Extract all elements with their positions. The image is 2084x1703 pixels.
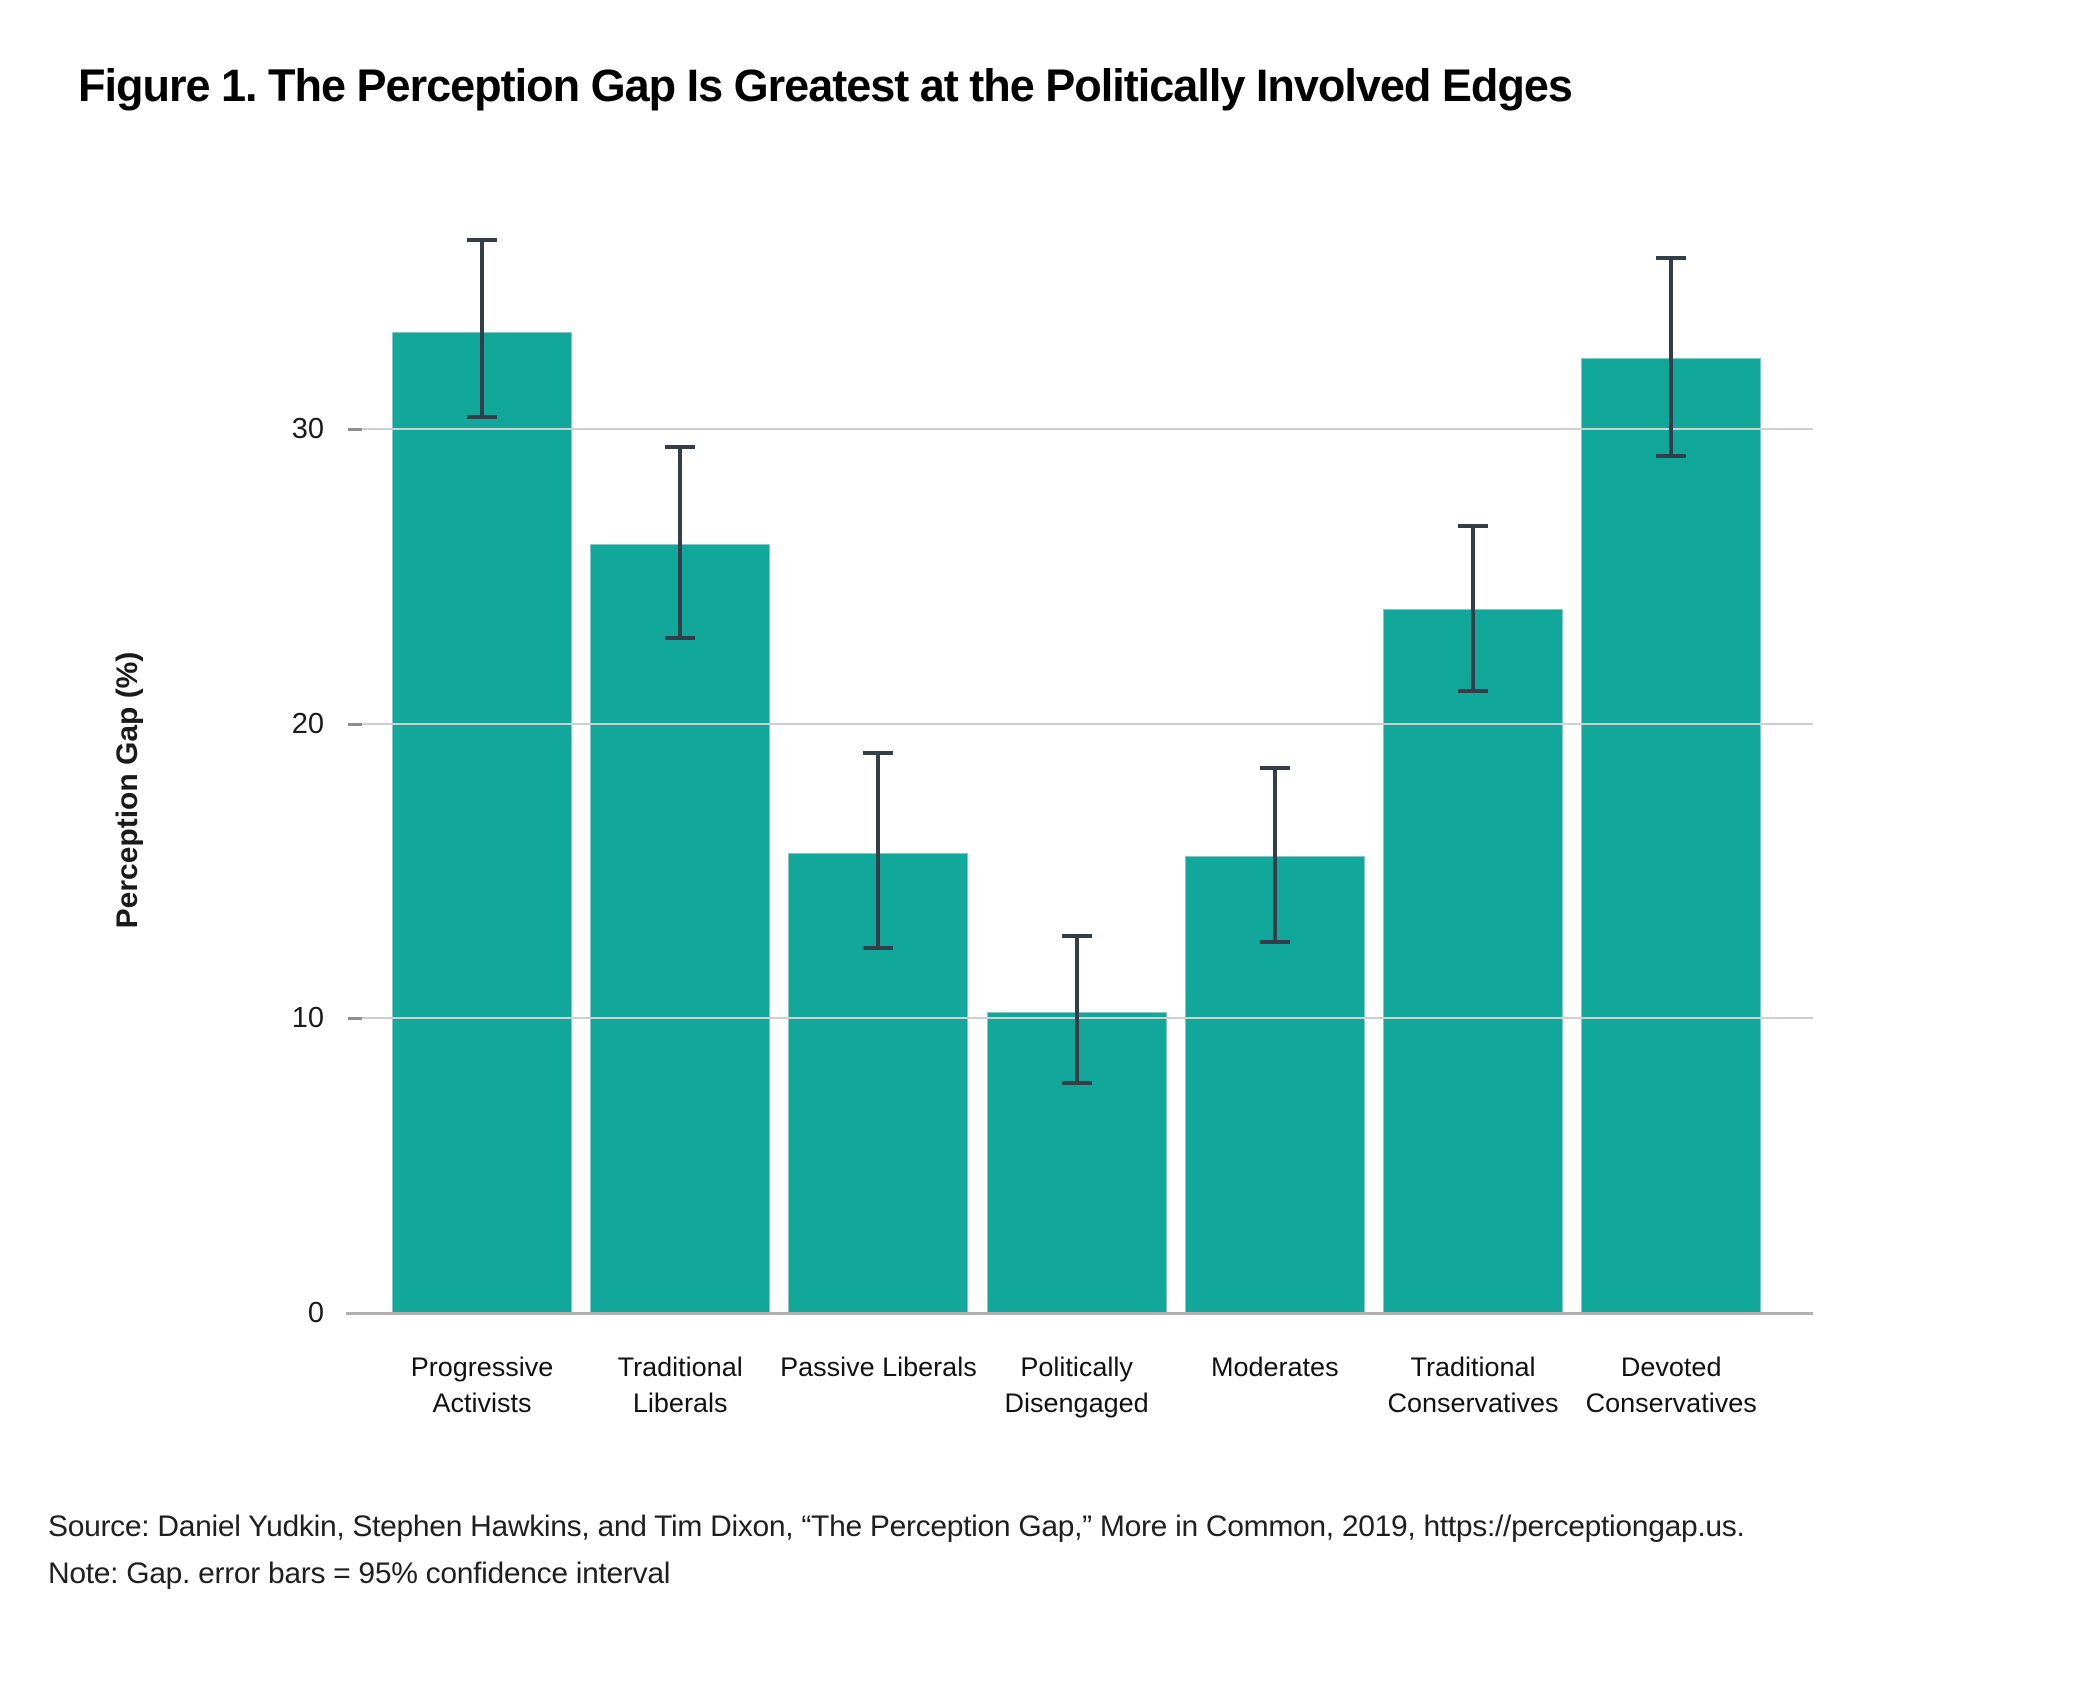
y-tick-mark — [348, 428, 362, 431]
figure-title: Figure 1. The Perception Gap Is Greatest… — [78, 60, 1573, 111]
error-bar-cap-top — [665, 444, 696, 449]
figure-footnotes: Source: Daniel Yudkin, Stephen Hawkins, … — [48, 1503, 1745, 1597]
bar — [392, 331, 572, 1313]
error-bar — [1471, 526, 1475, 692]
note-line: Note: Gap. error bars = 95% confidence i… — [48, 1557, 671, 1590]
y-tick-label: 10 — [291, 1002, 324, 1035]
category-label: Traditional Liberals — [617, 1352, 743, 1418]
error-bar-cap-bottom — [1656, 453, 1687, 458]
error-bar — [480, 240, 484, 418]
error-bar-cap-bottom — [1061, 1081, 1092, 1086]
error-bar-cap-top — [1656, 256, 1687, 261]
error-bar — [1074, 935, 1079, 1084]
source-line: Source: Daniel Yudkin, Stephen Hawkins, … — [48, 1510, 1745, 1543]
error-bar — [876, 753, 881, 948]
error-bar-cap-bottom — [665, 636, 696, 641]
error-bar-cap-bottom — [467, 415, 497, 420]
error-bar — [678, 446, 683, 639]
category-label: Passive Liberals — [780, 1352, 977, 1382]
y-tick-label: 0 — [307, 1297, 324, 1329]
error-bar-cap-top — [467, 238, 497, 243]
bar — [590, 543, 771, 1313]
gridline — [348, 722, 1813, 725]
y-axis-label: Perception Gap (%) — [111, 651, 144, 929]
y-tick-label: 30 — [291, 413, 324, 445]
error-bar-cap-top — [1061, 933, 1092, 938]
error-bar — [1669, 258, 1674, 456]
category-label: Progressive Activists — [410, 1352, 554, 1418]
bar — [1581, 358, 1762, 1313]
category-label: Politically Disengaged — [1004, 1352, 1149, 1418]
error-bar-cap-bottom — [863, 945, 894, 950]
bar — [1383, 608, 1563, 1313]
x-axis-line — [346, 1312, 1813, 1315]
category-label: Traditional Conservatives — [1387, 1352, 1559, 1418]
error-bar-cap-top — [863, 751, 894, 756]
error-bar-cap-bottom — [1259, 939, 1290, 944]
error-bar — [1272, 767, 1277, 942]
y-tick-mark — [348, 722, 362, 726]
y-tick-mark — [348, 1017, 362, 1021]
category-label: Devoted Conservatives — [1585, 1352, 1757, 1418]
error-bar-cap-top — [1458, 524, 1488, 529]
y-tick-label: 20 — [291, 707, 324, 740]
category-label: Moderates — [1211, 1352, 1339, 1382]
error-bar-cap-top — [1259, 765, 1290, 770]
error-bar-cap-bottom — [1458, 689, 1488, 694]
gridline — [348, 1017, 1813, 1020]
gridline — [348, 428, 1813, 430]
